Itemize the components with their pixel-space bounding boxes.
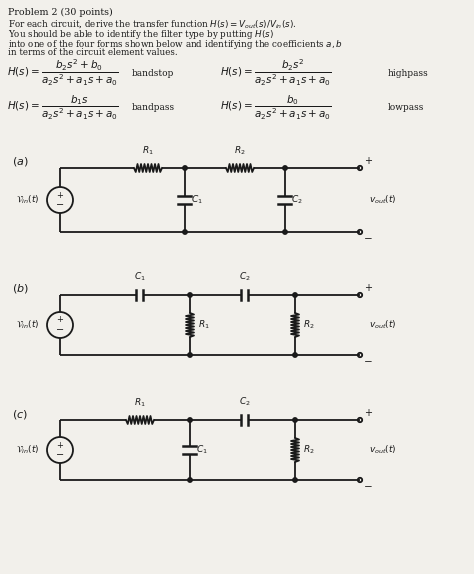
Text: lowpass: lowpass (388, 103, 424, 113)
Text: −: − (364, 234, 373, 244)
Circle shape (183, 230, 187, 234)
Text: −: − (56, 325, 64, 335)
Circle shape (293, 293, 297, 297)
Text: Problem 2 (30 points): Problem 2 (30 points) (8, 8, 113, 17)
Text: $C_1$: $C_1$ (196, 444, 208, 456)
Text: bandstop: bandstop (132, 68, 174, 77)
Circle shape (188, 478, 192, 482)
Text: $\mathcal{V}_{in}(t)$: $\mathcal{V}_{in}(t)$ (17, 194, 40, 206)
Text: +: + (364, 156, 372, 166)
Text: $v_{out}(t)$: $v_{out}(t)$ (369, 194, 397, 206)
Text: $C_2$: $C_2$ (239, 395, 251, 408)
Text: −: − (56, 450, 64, 460)
Text: $(c)$: $(c)$ (12, 408, 28, 421)
Text: $\mathcal{V}_{in}(t)$: $\mathcal{V}_{in}(t)$ (17, 319, 40, 331)
Circle shape (188, 418, 192, 422)
Text: $H(s) = \dfrac{b_0}{a_2 s^2 + a_1 s + a_0}$: $H(s) = \dfrac{b_0}{a_2 s^2 + a_1 s + a_… (220, 94, 332, 122)
Text: bandpass: bandpass (132, 103, 175, 113)
Text: +: + (364, 408, 372, 418)
Text: highpass: highpass (388, 68, 429, 77)
Text: You should be able to identify the filter type by putting $H(s)$: You should be able to identify the filte… (8, 28, 274, 41)
Circle shape (188, 293, 192, 297)
Text: $C_2$: $C_2$ (291, 194, 303, 206)
Circle shape (293, 353, 297, 357)
Circle shape (293, 418, 297, 422)
Text: $(b)$: $(b)$ (12, 282, 29, 295)
Text: $R_2$: $R_2$ (303, 319, 315, 331)
Text: $C_1$: $C_1$ (134, 270, 146, 283)
Circle shape (188, 353, 192, 357)
Text: +: + (56, 191, 64, 200)
Text: $v_{out}(t)$: $v_{out}(t)$ (369, 444, 397, 456)
Text: +: + (56, 316, 64, 324)
Text: into one of the four forms shown below and identifying the coefficients $a, b$: into one of the four forms shown below a… (8, 38, 343, 51)
Text: $\mathcal{V}_{in}(t)$: $\mathcal{V}_{in}(t)$ (17, 444, 40, 456)
Text: $R_1$: $R_1$ (142, 145, 154, 157)
Text: $H(s) = \dfrac{b_1 s}{a_2 s^2 + a_1 s + a_0}$: $H(s) = \dfrac{b_1 s}{a_2 s^2 + a_1 s + … (7, 94, 118, 122)
Text: −: − (364, 482, 373, 492)
Text: −: − (56, 200, 64, 210)
Text: $R_1$: $R_1$ (198, 319, 210, 331)
Text: in terms of the circuit element values.: in terms of the circuit element values. (8, 48, 178, 57)
Text: $R_1$: $R_1$ (134, 397, 146, 409)
Text: $R_2$: $R_2$ (234, 145, 246, 157)
Text: −: − (364, 357, 373, 367)
Text: $C_1$: $C_1$ (191, 194, 203, 206)
Text: $R_2$: $R_2$ (303, 444, 315, 456)
Text: +: + (56, 440, 64, 449)
Circle shape (283, 230, 287, 234)
Circle shape (183, 166, 187, 170)
Text: $C_2$: $C_2$ (239, 270, 251, 283)
Text: $H(s) = \dfrac{b_2 s^2}{a_2 s^2 + a_1 s + a_0}$: $H(s) = \dfrac{b_2 s^2}{a_2 s^2 + a_1 s … (220, 58, 332, 88)
Text: $(a)$: $(a)$ (12, 155, 28, 168)
Text: For each circuit, derive the transfer function $H(s) = V_{out}(s)/V_{in}(s)$.: For each circuit, derive the transfer fu… (8, 18, 296, 30)
Text: +: + (364, 283, 372, 293)
Circle shape (293, 478, 297, 482)
Text: $v_{out}(t)$: $v_{out}(t)$ (369, 319, 397, 331)
Circle shape (283, 166, 287, 170)
Text: $H(s) = \dfrac{b_2 s^2 + b_0}{a_2 s^2 + a_1 s + a_0}$: $H(s) = \dfrac{b_2 s^2 + b_0}{a_2 s^2 + … (7, 58, 118, 88)
